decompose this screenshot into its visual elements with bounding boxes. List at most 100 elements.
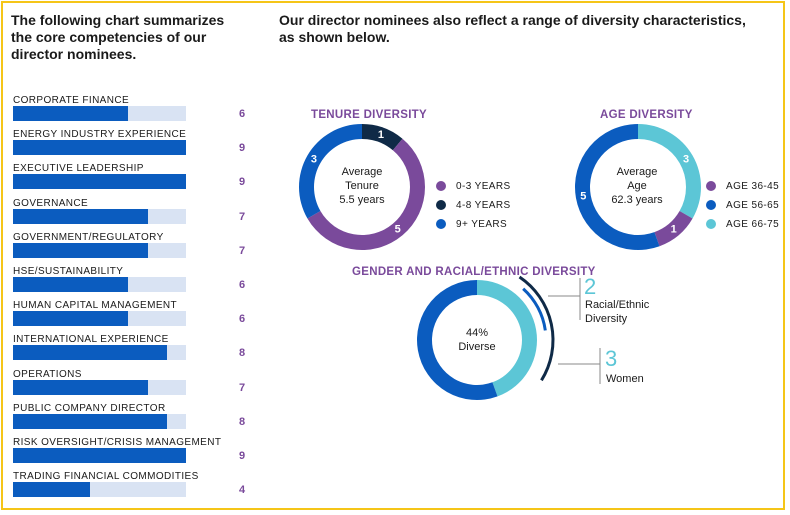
competency-bar-track bbox=[13, 140, 186, 156]
legend-item: AGE 66-75 bbox=[706, 218, 779, 237]
legend-label: AGE 36-45 bbox=[726, 181, 780, 192]
competency-label: CORPORATE FINANCE bbox=[13, 95, 130, 106]
competency-row: GOVERNANCE 7 bbox=[11, 195, 261, 229]
legend-label: AGE 66-75 bbox=[726, 219, 780, 230]
competency-bar-track bbox=[13, 482, 186, 498]
competency-label: RISK OVERSIGHT/CRISIS MANAGEMENT bbox=[13, 436, 222, 448]
competency-value: 4 bbox=[238, 484, 246, 497]
competency-bar-track bbox=[13, 174, 186, 190]
competency-bar-chart: CORPORATE FINANCE 6 ENERGY INDUSTRY EXPERI… bbox=[11, 92, 261, 502]
competency-bar bbox=[13, 106, 129, 121]
competency-label: ENERGY INDUSTRY EXPERIENCE bbox=[13, 129, 187, 141]
women-label: Women bbox=[606, 373, 644, 385]
legend-item: AGE 56-65 bbox=[706, 199, 779, 218]
competency-value: 7 bbox=[238, 244, 246, 257]
competency-bar-track bbox=[13, 413, 186, 429]
legend-label: 9+ YEARS bbox=[456, 219, 508, 230]
competency-row: CORPORATE FINANCE 6 bbox=[11, 92, 261, 126]
competency-bar-track bbox=[13, 447, 186, 463]
competency-bar-track bbox=[13, 242, 186, 258]
legend-swatch bbox=[706, 219, 716, 229]
competency-row: OPERATIONS 7 bbox=[11, 366, 261, 400]
competency-bar-track bbox=[13, 106, 186, 121]
competency-bar-track bbox=[13, 311, 186, 327]
age-center-line: Average bbox=[616, 166, 658, 178]
age-slice bbox=[638, 124, 701, 219]
competency-bar bbox=[13, 447, 186, 463]
competency-label: OPERATIONS bbox=[13, 368, 82, 380]
women-count: 3 bbox=[605, 346, 618, 371]
tenure-legend: 0-3 YEARS 4-8 YEARS 9+ YEARS bbox=[436, 180, 511, 237]
age-center-text: Average Age 62.3 years bbox=[597, 165, 677, 207]
competency-label: PUBLIC COMPANY DIRECTOR bbox=[13, 402, 166, 414]
racial-diversity-count: 2 bbox=[584, 274, 597, 299]
competency-row: HUMAN CAPITAL MANAGEMENT 6 bbox=[11, 297, 261, 331]
age-slice bbox=[654, 211, 693, 247]
tenure-slice bbox=[362, 124, 403, 151]
legend-item: 4-8 YEARS bbox=[436, 199, 511, 218]
competencies-heading: The following chart summarizes the core … bbox=[11, 12, 225, 62]
competency-value: 8 bbox=[238, 415, 246, 428]
racial-callout-arc bbox=[522, 287, 547, 331]
women-callout-arc bbox=[518, 275, 555, 382]
age-center-line: Age bbox=[627, 180, 647, 192]
competency-bar bbox=[13, 242, 148, 258]
legend-label: 0-3 YEARS bbox=[456, 181, 511, 192]
competency-bar bbox=[13, 482, 90, 498]
tenure-center-line: Tenure bbox=[345, 180, 379, 192]
competency-bar-track bbox=[13, 345, 186, 361]
age-center-line: 62.3 years bbox=[611, 194, 663, 206]
competency-label: HSE/SUSTAINABILITY bbox=[13, 265, 124, 277]
tenure-slice bbox=[299, 124, 362, 219]
competency-label: INTERNATIONAL EXPERIENCE bbox=[13, 334, 169, 346]
age-slice-label: 1 bbox=[671, 224, 677, 236]
competency-bar bbox=[13, 208, 148, 224]
competency-bar bbox=[13, 379, 148, 395]
legend-swatch bbox=[436, 181, 446, 191]
competency-bar-track bbox=[13, 379, 186, 395]
competency-row: TRADING FINANCIAL COMMODITIES 4 bbox=[11, 468, 261, 502]
legend-swatch bbox=[436, 200, 446, 210]
competency-value: 6 bbox=[238, 108, 246, 120]
legend-swatch bbox=[436, 219, 446, 229]
competency-bar bbox=[13, 345, 167, 361]
gender-center-line: 44% bbox=[465, 327, 489, 339]
competency-label: GOVERNMENT/REGULATORY bbox=[13, 231, 164, 243]
gender-center-line: Diverse bbox=[458, 341, 496, 353]
gender-chart-title: GENDER AND RACIAL/ETHNIC DIVERSITY bbox=[352, 266, 596, 278]
competency-label: EXECUTIVE LEADERSHIP bbox=[13, 163, 144, 175]
competency-value: 8 bbox=[238, 347, 246, 360]
age-slice-label: 3 bbox=[683, 153, 689, 165]
competency-bar bbox=[13, 413, 167, 429]
legend-item: 9+ YEARS bbox=[436, 218, 511, 237]
legend-swatch bbox=[706, 200, 716, 210]
competency-value: 6 bbox=[238, 278, 246, 291]
diversity-heading: Our director nominees also reflect a ran… bbox=[279, 12, 746, 45]
tenure-center-line: Average bbox=[341, 166, 383, 178]
gender-center-text: 44% Diverse bbox=[434, 326, 520, 354]
competency-row: PUBLIC COMPANY DIRECTOR 8 bbox=[11, 400, 261, 434]
competency-label: GOVERNANCE bbox=[13, 197, 89, 209]
tenure-chart-title: TENURE DIVERSITY bbox=[311, 109, 427, 121]
tenure-center-text: Average Tenure 5.5 years bbox=[322, 165, 402, 207]
competency-value: 7 bbox=[238, 210, 246, 223]
competency-bar-track bbox=[13, 208, 186, 224]
competency-bar-track bbox=[13, 276, 186, 292]
racial-diversity-label: Racial/Ethnic Diversity bbox=[585, 299, 650, 325]
competency-row: HSE/SUSTAINABILITY 6 bbox=[11, 263, 261, 297]
legend-item: 0-3 YEARS bbox=[436, 180, 511, 199]
legend-label: 4-8 YEARS bbox=[456, 200, 511, 211]
legend-item: AGE 36-45 bbox=[706, 180, 779, 199]
competency-bar bbox=[13, 140, 186, 156]
age-legend: AGE 36-45 AGE 56-65 AGE 66-75 bbox=[706, 180, 779, 237]
competency-row: INTERNATIONAL EXPERIENCE 8 bbox=[11, 331, 261, 365]
competency-label: TRADING FINANCIAL COMMODITIES bbox=[13, 471, 199, 483]
competency-value: 9 bbox=[238, 449, 246, 462]
competency-row: GOVERNMENT/REGULATORY 7 bbox=[11, 229, 261, 263]
gender-slice bbox=[477, 280, 538, 397]
legend-label: AGE 56-65 bbox=[726, 200, 780, 211]
competency-row: ENERGY INDUSTRY EXPERIENCE 9 bbox=[11, 126, 261, 160]
age-slice bbox=[575, 124, 660, 250]
competency-value: 6 bbox=[238, 313, 246, 326]
